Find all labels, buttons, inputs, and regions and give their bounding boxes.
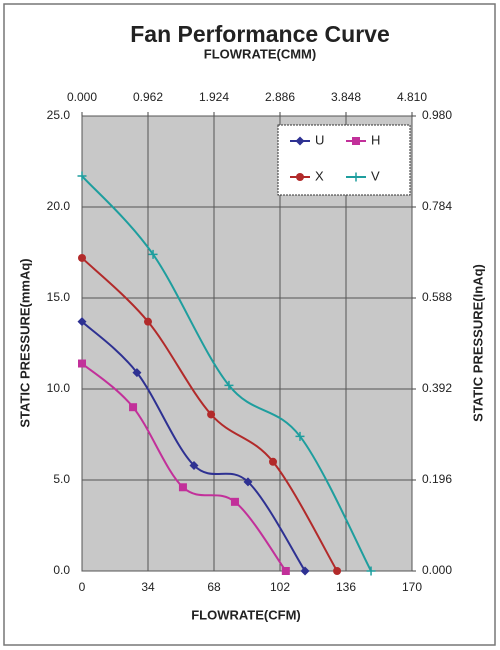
legend-label: H bbox=[371, 132, 380, 147]
marker bbox=[144, 317, 152, 326]
x-tick-label: 170 bbox=[402, 580, 422, 594]
marker bbox=[78, 253, 86, 262]
marker bbox=[230, 497, 239, 506]
marker bbox=[296, 173, 304, 181]
x2-tick-label: 1.924 bbox=[199, 90, 229, 104]
marker bbox=[189, 460, 199, 470]
marker bbox=[295, 431, 305, 441]
marker bbox=[207, 410, 216, 419]
y2-tick-label: 0.980 bbox=[422, 108, 452, 122]
marker bbox=[295, 136, 305, 146]
marker bbox=[148, 249, 158, 259]
marker bbox=[281, 567, 290, 575]
x-tick-label: 68 bbox=[207, 580, 221, 594]
marker bbox=[77, 317, 87, 327]
x2-tick-label: 4.810 bbox=[397, 90, 427, 104]
x-tick-label: 34 bbox=[141, 580, 155, 594]
y2-tick-label: 0.196 bbox=[422, 472, 452, 486]
y-tick-label: 20.0 bbox=[47, 199, 71, 213]
marker bbox=[178, 483, 187, 492]
y2-tick-label: 0.000 bbox=[422, 563, 452, 577]
x2-tick-label: 0.962 bbox=[133, 90, 163, 104]
x-axis-label: FLOWRATE(CFM) bbox=[191, 607, 301, 622]
legend-label: X bbox=[315, 168, 324, 183]
legend-label: V bbox=[371, 168, 380, 183]
marker bbox=[366, 566, 376, 576]
y2-tick-label: 0.588 bbox=[422, 290, 452, 304]
y-tick-label: 15.0 bbox=[47, 290, 71, 304]
y-tick-label: 5.0 bbox=[53, 472, 70, 486]
y2-axis-label: STATIC PRESSURE(InAq) bbox=[470, 264, 485, 422]
y2-tick-label: 0.392 bbox=[422, 381, 452, 395]
marker bbox=[352, 137, 360, 145]
y-tick-label: 10.0 bbox=[47, 381, 71, 395]
legend-box bbox=[277, 124, 411, 196]
x2-tick-label: 2.886 bbox=[265, 90, 295, 104]
x2-tick-label: 0.000 bbox=[67, 90, 97, 104]
x-tick-label: 102 bbox=[270, 580, 290, 594]
x-tick-label: 0 bbox=[79, 580, 86, 594]
x2-tick-label: 3.848 bbox=[331, 90, 361, 104]
marker bbox=[300, 566, 310, 576]
marker bbox=[77, 171, 87, 181]
y-tick-label: 25.0 bbox=[47, 108, 71, 122]
marker bbox=[224, 380, 234, 390]
y-axis-label: STATIC PRESSURE(mmAq) bbox=[17, 258, 32, 427]
marker bbox=[351, 172, 361, 182]
chart-title: Fan Performance Curve bbox=[130, 21, 389, 47]
legend-label: U bbox=[315, 132, 324, 147]
x2-axis-label: FLOWRATE(CMM) bbox=[204, 46, 316, 61]
marker bbox=[132, 368, 142, 378]
marker bbox=[333, 567, 342, 575]
marker bbox=[269, 457, 278, 466]
marker bbox=[243, 477, 253, 487]
y-tick-label: 0.0 bbox=[53, 563, 70, 577]
y2-tick-label: 0.784 bbox=[422, 199, 452, 213]
x-tick-label: 136 bbox=[336, 580, 356, 594]
marker bbox=[78, 359, 86, 368]
marker bbox=[129, 403, 138, 412]
